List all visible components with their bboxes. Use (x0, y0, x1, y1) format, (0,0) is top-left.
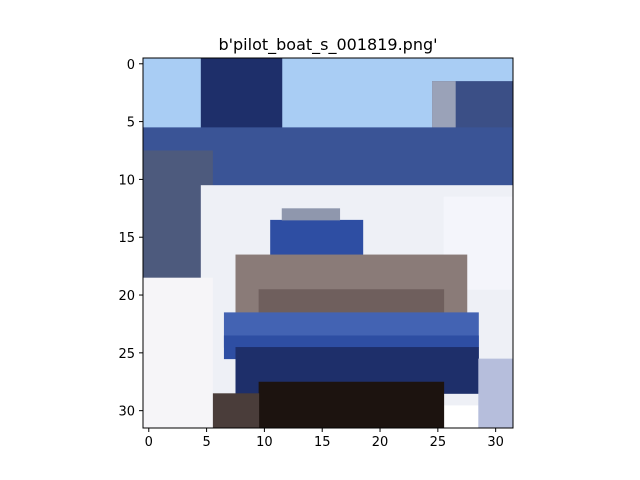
y-tick-label: 20 (118, 289, 135, 304)
image-region (258, 289, 445, 313)
x-tick-label: 15 (314, 435, 331, 450)
y-tick-label: 10 (118, 173, 135, 188)
x-tick-label: 10 (256, 435, 273, 450)
x-tick-label: 0 (145, 435, 153, 450)
y-tick-label: 25 (118, 347, 135, 362)
image-region (258, 381, 445, 429)
y-tick-label: 5 (127, 116, 135, 131)
x-tick-label: 30 (487, 435, 504, 450)
image-pixels (143, 58, 514, 429)
figure-title: b'pilot_boat_s_001819.png' (218, 35, 437, 55)
x-tick-label: 5 (202, 435, 210, 450)
y-tick-label: 30 (118, 405, 135, 420)
y-tick-label: 15 (118, 231, 135, 246)
image-region (270, 219, 364, 256)
y-axis: 0 5 10 15 20 25 30 (118, 58, 143, 420)
image-region (281, 208, 341, 221)
image-region (143, 277, 213, 429)
x-tick-label: 25 (430, 435, 447, 450)
axes-frame (142, 57, 514, 429)
x-tick-label: 20 (372, 435, 389, 450)
image-region (478, 358, 514, 429)
x-axis: 0 5 10 15 20 25 30 (145, 428, 504, 450)
image-region (212, 393, 260, 429)
y-tick-label: 0 (127, 58, 135, 73)
